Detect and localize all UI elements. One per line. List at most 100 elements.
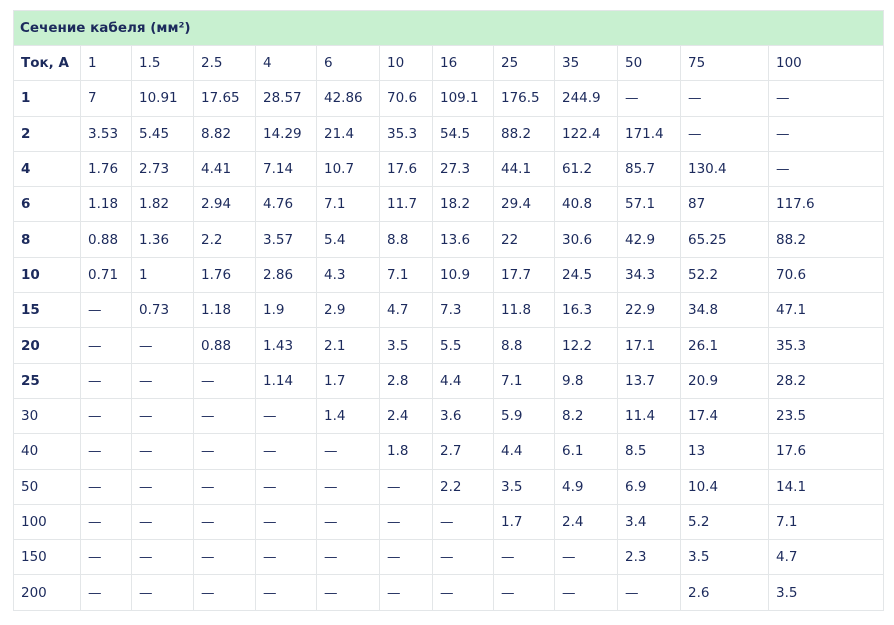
data-row: 6 1.18 1.82 2.94 4.76 7.1 11.7 18.2 29.4 40.8 57.1…	[13, 186, 885, 223]
cell: 85.7	[617, 150, 681, 188]
cell: —	[193, 362, 256, 399]
cell: 7.1	[493, 362, 555, 399]
cell: 2.6	[680, 574, 769, 611]
cell: —	[554, 539, 618, 576]
cell: 109.1	[432, 80, 494, 117]
cell: 4.76	[255, 186, 317, 223]
cell: 9.8	[554, 362, 618, 399]
cell: 18.2	[432, 186, 494, 223]
header-cell: 2.5	[193, 44, 256, 82]
cell: 52.2	[680, 256, 769, 294]
cell: 0.71	[80, 256, 132, 294]
cell: —	[80, 397, 132, 435]
cell: 13.6	[432, 221, 494, 258]
cell: 7.1	[379, 256, 433, 294]
cell: —	[193, 433, 256, 470]
cell: 22.9	[617, 292, 681, 329]
data-row: 200— — — — — — — — — —2.6 3.5	[13, 574, 885, 611]
row-label: 20	[13, 327, 81, 364]
row-label: 200	[13, 574, 81, 611]
cell: 17.6	[767, 433, 885, 470]
cell: 2.4	[554, 503, 618, 541]
cell: —	[379, 503, 433, 541]
cell: 122.4	[554, 115, 618, 152]
cell: 70.6	[379, 80, 433, 117]
cell: —	[80, 503, 132, 541]
row-label: 50	[13, 468, 81, 505]
cell: —	[255, 539, 317, 576]
cell: —	[80, 362, 132, 399]
row-label: 1	[13, 80, 81, 117]
cell: 1.7	[316, 362, 380, 399]
cell: 4.41	[193, 150, 256, 188]
cell: 21.4	[316, 115, 380, 152]
cell: 7.3	[432, 292, 494, 329]
cell: 23.5	[767, 397, 885, 435]
cell: 3.5	[379, 327, 433, 364]
cell: —	[255, 503, 317, 541]
cell: 17.65	[193, 80, 256, 117]
cell: 2.3	[617, 539, 681, 576]
cell: 28.57	[255, 80, 317, 117]
cell: 13.7	[617, 362, 681, 399]
header-cell: 75	[680, 44, 769, 82]
cell: 7	[80, 80, 132, 117]
cell: —	[617, 574, 681, 611]
cell: 1.8	[379, 433, 433, 470]
cell: 7.1	[316, 186, 380, 223]
cell: —	[680, 115, 769, 152]
cell: —	[80, 468, 132, 505]
cell: 3.57	[255, 221, 317, 258]
cell: —	[131, 574, 194, 611]
cell: —	[379, 574, 433, 611]
cell: 2.7	[432, 433, 494, 470]
header-row: Ток, А 1 1.5 2.5 4 6 10 16 25 35 50 75 100	[13, 44, 885, 82]
cell: 17.6	[379, 150, 433, 188]
cell: 40.8	[554, 186, 618, 223]
cell: 29.4	[493, 186, 555, 223]
data-row: 50— — — — — —2.2 3.5 4.9 6.9 10.4 14.1	[13, 468, 885, 505]
cell: 3.5	[493, 468, 555, 505]
cell: 13	[680, 433, 769, 470]
cell: —	[80, 574, 132, 611]
cell: —	[767, 150, 885, 188]
cell: —	[80, 539, 132, 576]
cell: 1.36	[131, 221, 194, 258]
cell: —	[193, 574, 256, 611]
data-row: 1 7 10.91 17.65 28.57 42.86 70.6 109.1 176.5 244.…	[13, 80, 885, 117]
cell: 26.1	[680, 327, 769, 364]
cell: 22	[493, 221, 555, 258]
cell: 2.73	[131, 150, 194, 188]
cell: 2.2	[193, 221, 256, 258]
cell: 3.5	[767, 574, 885, 611]
cell: —	[193, 397, 256, 435]
cell: 2.86	[255, 256, 317, 294]
row-label: 15	[13, 292, 81, 329]
cell: —	[316, 503, 380, 541]
cell: —	[193, 468, 256, 505]
header-cell: 100	[767, 44, 885, 82]
cell: —	[493, 539, 555, 576]
cell: —	[316, 433, 380, 470]
cell: 34.8	[680, 292, 769, 329]
data-row: 4 1.76 2.73 4.41 7.14 10.7 17.6 27.3 44.1 61.2 85.…	[13, 150, 885, 188]
data-row: 15—0.73 1.18 1.9 2.9 4.7 7.3 11.8 16.3 22.9 34.8 4…	[13, 292, 885, 329]
header-cell: 25	[493, 44, 555, 82]
cell: 27.3	[432, 150, 494, 188]
cell: —	[680, 80, 769, 117]
cell: —	[316, 468, 380, 505]
cell: —	[131, 539, 194, 576]
cell: —	[193, 539, 256, 576]
cell: 4.7	[379, 292, 433, 329]
cell: 5.2	[680, 503, 769, 541]
cell: —	[131, 503, 194, 541]
cell: 3.6	[432, 397, 494, 435]
cell: —	[432, 539, 494, 576]
cell: 17.4	[680, 397, 769, 435]
header-cell: 1	[80, 44, 132, 82]
cell: —	[316, 574, 380, 611]
cell: 10.7	[316, 150, 380, 188]
data-row: 2 3.53 5.45 8.82 14.29 21.4 35.3 54.5 88.2 122.4 1…	[13, 115, 885, 152]
cell: 0.88	[80, 221, 132, 258]
cell: 12.2	[554, 327, 618, 364]
